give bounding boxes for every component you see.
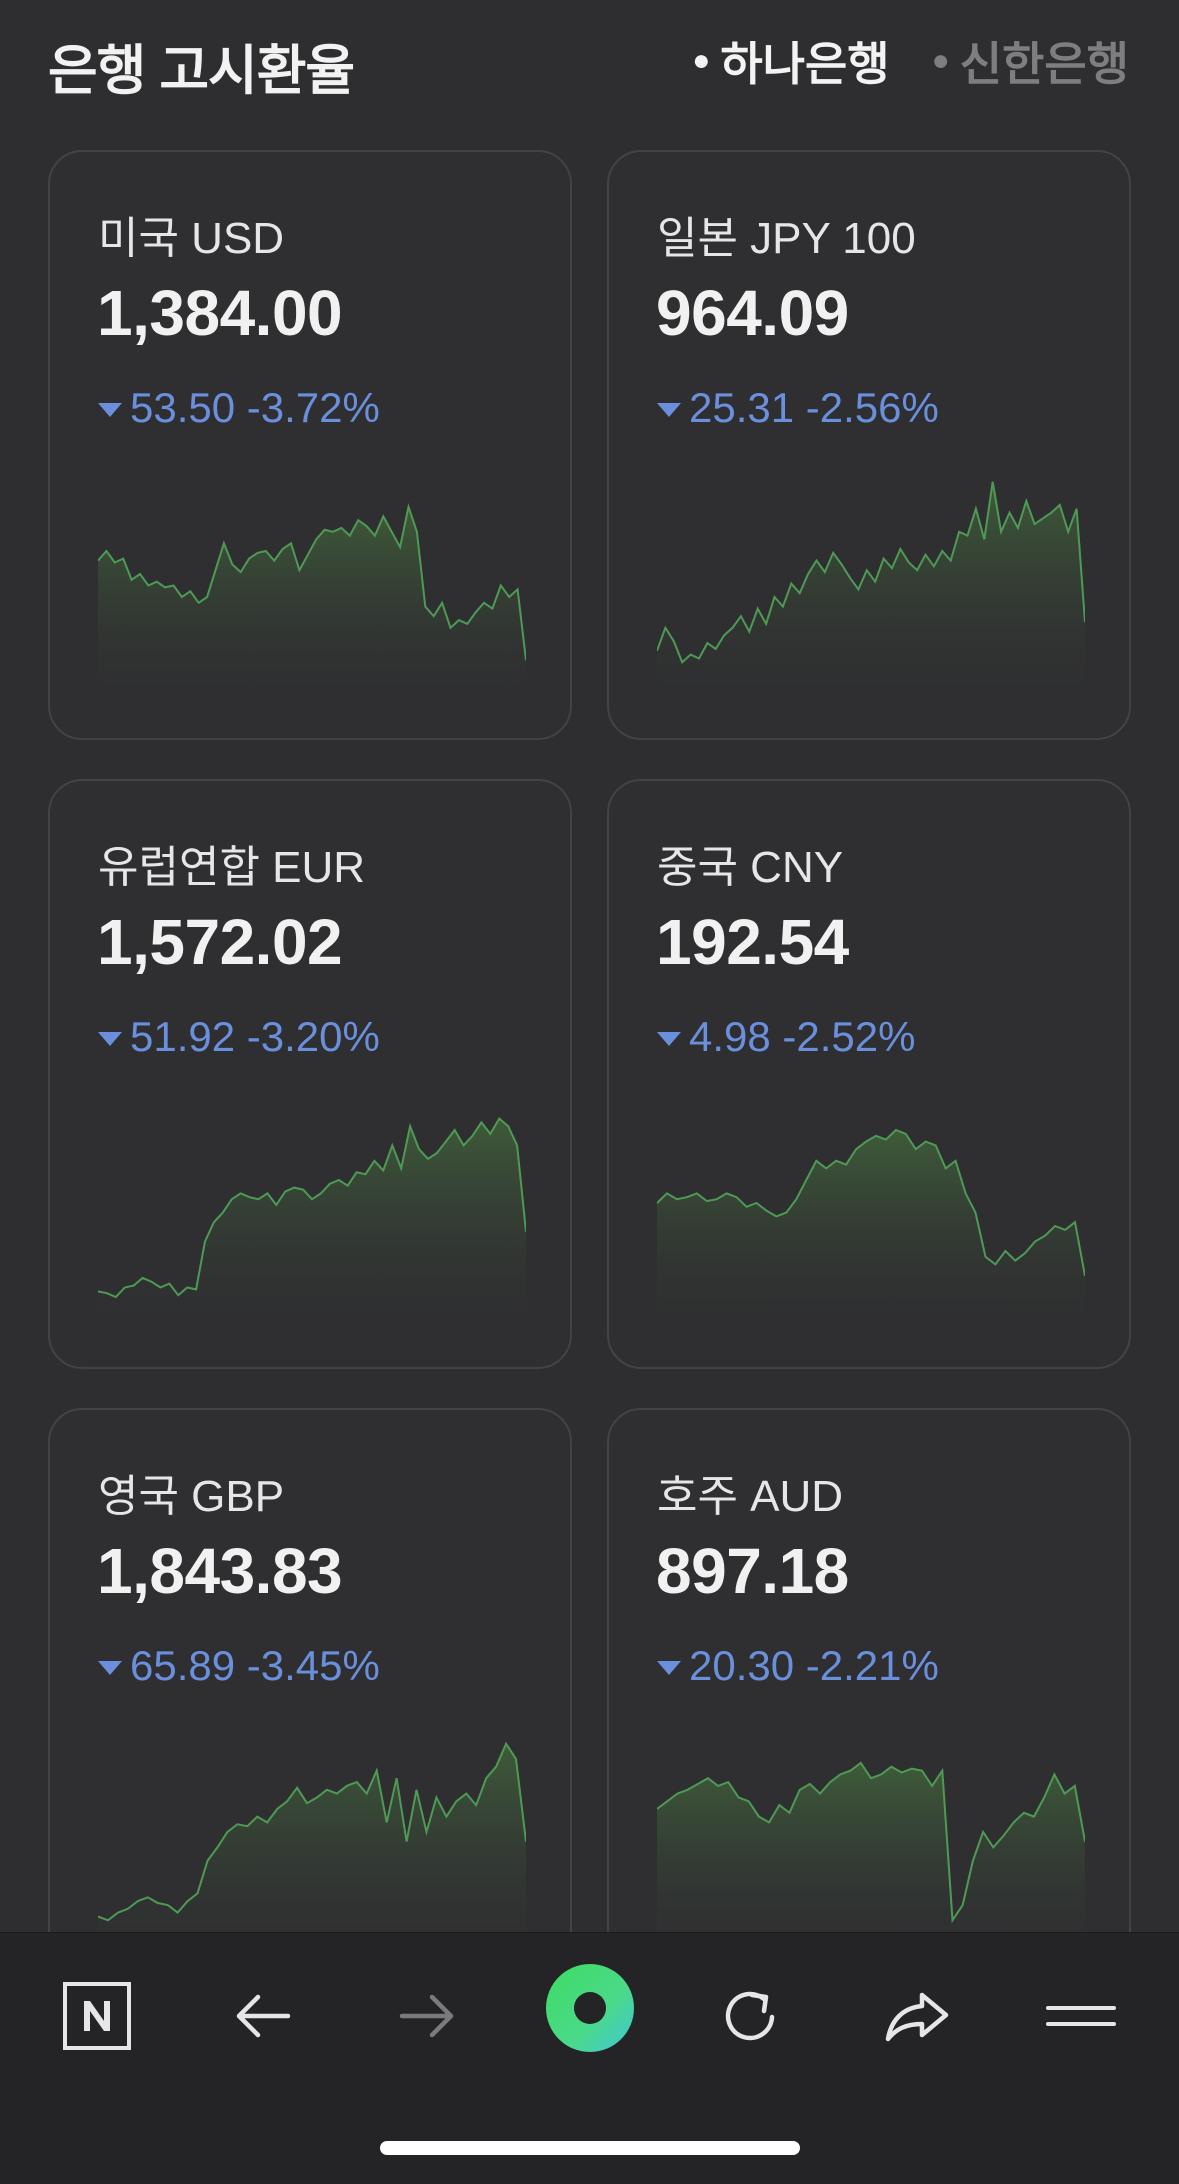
- header: 은행 고시환율 ● 하나은행 ● 신한은행: [0, 0, 1179, 120]
- green-dot-icon: [546, 1964, 634, 2052]
- sparkline-area: [98, 506, 526, 692]
- sparkline-area: [98, 1743, 526, 1950]
- sparkline-chart: [98, 1741, 526, 1950]
- currency-name: 미국 USD: [98, 214, 285, 263]
- exchange-rate: 897.18: [656, 1535, 849, 1607]
- sparkline-chart: [98, 502, 526, 692]
- sparkline-area: [98, 1118, 526, 1321]
- sparkline-line: [657, 481, 1085, 665]
- forward-button[interactable]: [382, 1971, 472, 2061]
- change-value: 65.89 -3.45%: [130, 1642, 380, 1689]
- sparkline-line: [98, 1116, 526, 1299]
- sparkline-line: [98, 502, 526, 661]
- reload-icon: [725, 1991, 775, 2041]
- down-triangle-icon: [98, 403, 122, 417]
- sparkline-area: [657, 1130, 1085, 1321]
- sparkline-area: [657, 1762, 1085, 1950]
- rate-change: 53.50 -3.72%: [98, 384, 380, 432]
- sparkline-chart: [657, 1761, 1085, 1950]
- sparkline-chart: [657, 481, 1085, 692]
- tab-hana-bank[interactable]: ● 하나은행: [692, 28, 889, 94]
- exchange-rate: 964.09: [656, 277, 849, 349]
- currency-name: 영국 GBP: [98, 1472, 285, 1521]
- rate-change: 20.30 -2.21%: [657, 1642, 939, 1690]
- sparkline-line: [657, 1761, 1085, 1924]
- naver-home-button[interactable]: [52, 1971, 142, 2061]
- currency-card-cny[interactable]: 중국 CNY 192.54 4.98 -2.52%: [607, 779, 1131, 1369]
- currency-card-usd[interactable]: 미국 USD 1,384.00 53.50 -3.72%: [48, 150, 572, 740]
- share-button[interactable]: [872, 1971, 962, 2061]
- arrow-left-icon: [236, 1994, 291, 2038]
- down-triangle-icon: [657, 1032, 681, 1046]
- exchange-rate: 1,572.02: [97, 906, 343, 978]
- change-value: 25.31 -2.56%: [689, 384, 939, 431]
- home-indicator: [380, 2141, 800, 2155]
- rate-change: 51.92 -3.20%: [98, 1013, 380, 1061]
- naver-n-icon: [63, 1982, 131, 2050]
- menu-icon: [1046, 2006, 1116, 2026]
- down-triangle-icon: [98, 1032, 122, 1046]
- currency-name: 중국 CNY: [657, 843, 844, 892]
- change-value: 4.98 -2.52%: [689, 1013, 916, 1060]
- down-triangle-icon: [657, 403, 681, 417]
- share-icon: [885, 1992, 949, 2042]
- sparkline-line: [98, 1741, 526, 1922]
- currency-card-gbp[interactable]: 영국 GBP 1,843.83 65.89 -3.45%: [48, 1408, 572, 1998]
- reload-button[interactable]: [706, 1971, 796, 2061]
- rate-change: 65.89 -3.45%: [98, 1642, 380, 1690]
- bank-tabs: ● 하나은행 ● 신한은행: [692, 28, 1129, 94]
- currency-card-jpy[interactable]: 일본 JPY 100 964.09 25.31 -2.56%: [607, 150, 1131, 740]
- sparkline-chart: [657, 1128, 1085, 1321]
- menu-button[interactable]: [1036, 1971, 1126, 2061]
- down-triangle-icon: [98, 1661, 122, 1675]
- exchange-rate: 192.54: [656, 906, 849, 978]
- currency-card-eur[interactable]: 유럽연합 EUR 1,572.02 51.92 -3.20%: [48, 779, 572, 1369]
- rate-change: 4.98 -2.52%: [657, 1013, 916, 1061]
- down-triangle-icon: [657, 1661, 681, 1675]
- change-value: 51.92 -3.20%: [130, 1013, 380, 1060]
- sparkline-line: [657, 1128, 1085, 1277]
- bullet-icon: ●: [692, 44, 711, 77]
- tab-shinhan-bank[interactable]: ● 신한은행: [932, 28, 1129, 94]
- bullet-icon: ●: [931, 44, 950, 77]
- exchange-rate: 1,843.83: [97, 1535, 343, 1607]
- currency-name: 일본 JPY 100: [657, 214, 916, 263]
- page-title: 은행 고시환율: [48, 41, 355, 101]
- currency-name: 호주 AUD: [657, 1472, 844, 1521]
- tab-label: 신한은행: [959, 38, 1129, 90]
- sparkline-area: [657, 481, 1085, 692]
- exchange-rate: 1,384.00: [97, 277, 343, 349]
- rate-change: 25.31 -2.56%: [657, 384, 939, 432]
- change-value: 53.50 -3.72%: [130, 384, 380, 431]
- currency-card-aud[interactable]: 호주 AUD 897.18 20.30 -2.21%: [607, 1408, 1131, 1998]
- arrow-right-icon: [399, 1994, 454, 2038]
- green-dot-button[interactable]: [545, 1963, 635, 2053]
- currency-name: 유럽연합 EUR: [98, 843, 366, 892]
- tab-label: 하나은행: [720, 38, 890, 90]
- change-value: 20.30 -2.21%: [689, 1642, 939, 1689]
- back-button[interactable]: [218, 1971, 308, 2061]
- sparkline-chart: [98, 1116, 526, 1321]
